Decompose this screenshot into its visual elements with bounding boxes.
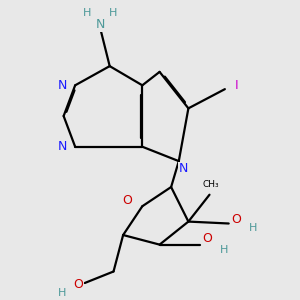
Text: I: I — [235, 79, 238, 92]
Text: O: O — [73, 278, 83, 291]
Text: O: O — [122, 194, 132, 207]
Text: H: H — [108, 8, 117, 18]
Text: H: H — [220, 245, 228, 255]
Text: N: N — [58, 140, 68, 153]
Text: N: N — [95, 18, 105, 32]
Text: H: H — [58, 288, 66, 298]
Text: N: N — [58, 79, 68, 92]
Text: O: O — [202, 232, 212, 245]
Text: H: H — [248, 223, 257, 233]
Text: N: N — [179, 162, 188, 175]
Text: O: O — [231, 213, 241, 226]
Text: H: H — [82, 8, 91, 18]
Text: CH₃: CH₃ — [202, 180, 219, 189]
